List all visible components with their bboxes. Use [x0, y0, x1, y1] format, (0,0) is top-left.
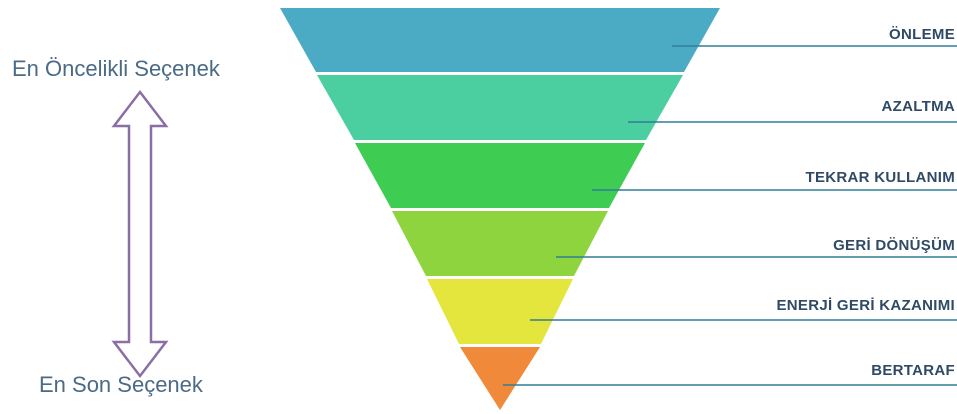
tier-onleme [280, 8, 720, 72]
tier-geri-donusum [392, 211, 608, 276]
double-arrow-icon [111, 89, 169, 379]
tier-bertaraf [460, 347, 540, 410]
tier-label-onleme: ÖNLEME [889, 26, 955, 43]
tier-label-azaltma: AZALTMA [881, 98, 955, 115]
tier-label-bertaraf: BERTARAF [871, 362, 955, 379]
tier-label-enerji-geri-kazanimi: ENERJİ GERİ KAZANIMI [776, 297, 955, 314]
priority-arrow [111, 89, 169, 379]
tier-label-geri-donusum: GERİ DÖNÜŞÜM [833, 237, 955, 254]
tier-enerji-geri-kazanimi [427, 279, 573, 344]
inverted-pyramid [280, 8, 720, 410]
connector-lines [503, 45, 957, 386]
tier-azaltma [317, 75, 683, 140]
tier-tekrar-kullanim [355, 143, 645, 208]
top-priority-label: En Öncelikli Seçenek [12, 56, 220, 81]
last-option-label: En Son Seçenek [39, 372, 203, 397]
tier-label-tekrar-kullanim: TEKRAR KULLANIM [805, 169, 955, 186]
